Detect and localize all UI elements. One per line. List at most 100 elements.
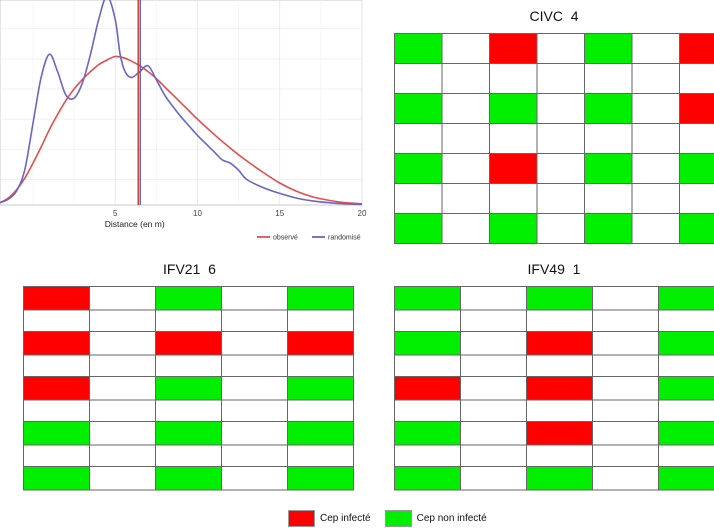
density-x-tick-label: 15 — [275, 209, 284, 218]
grid-cell-empty — [155, 354, 222, 377]
grid-cell-empty — [394, 309, 461, 332]
grid-cell-empty — [460, 286, 527, 311]
grid-cell-empty — [460, 421, 527, 446]
grid-cell-empty — [89, 376, 156, 401]
grid-cell-empty — [536, 93, 585, 124]
grid-cell-empty — [592, 331, 659, 356]
grid-cell-empty — [489, 63, 538, 94]
grid-cell-empty — [536, 123, 585, 154]
grid-cell-empty — [460, 376, 527, 401]
grid-cell-healthy — [394, 331, 461, 356]
grid-cell-empty — [441, 63, 490, 94]
density-chart: 5 10 15 20 Distance (en m) observé randomisé — [0, 0, 367, 242]
density-x-tick-label: 20 — [358, 209, 367, 218]
grid-cell-empty — [631, 153, 680, 184]
grid-cell-empty — [592, 399, 659, 422]
legend-swatch-healthy — [384, 509, 412, 527]
grid-cell-empty — [592, 286, 659, 311]
grid-cell-healthy — [394, 421, 461, 446]
grid-cell-infected — [526, 376, 593, 401]
grid-cell-empty — [679, 183, 714, 214]
grid-cell-healthy — [658, 331, 714, 356]
grid-cell-empty — [489, 123, 538, 154]
grid-cell-empty — [658, 399, 714, 422]
grid-cell-empty — [221, 376, 288, 401]
grid-cell-infected — [155, 331, 222, 356]
legend-item-healthy: Cep non infecté — [384, 509, 487, 527]
legend-label-healthy: Cep non infecté — [416, 512, 487, 524]
grid-cell-healthy — [394, 213, 443, 244]
grid-panel-ifv49: IFV49 1 — [394, 257, 714, 497]
density-x-tick-label: 5 — [113, 209, 118, 218]
grid-cell-empty — [441, 213, 490, 244]
grid-cell-empty — [287, 444, 354, 467]
grid-cell-healthy — [155, 376, 222, 401]
legend-item-infected: Cep infecté — [288, 509, 371, 527]
grid-cell-infected — [526, 331, 593, 356]
grid-cell-empty — [89, 399, 156, 422]
grid-cell-empty — [658, 309, 714, 332]
grid-cell-empty — [584, 63, 633, 94]
grid-cell-empty — [394, 354, 461, 377]
grid-cell-empty — [155, 399, 222, 422]
grid-cell-empty — [221, 421, 288, 446]
grid-cell-healthy — [658, 421, 714, 446]
grid-cell-empty — [526, 399, 593, 422]
grid-cell-empty — [23, 309, 90, 332]
grid-ifv49 — [394, 286, 714, 491]
grid-cell-empty — [592, 466, 659, 491]
grid-cell-empty — [526, 444, 593, 467]
grid-cell-empty — [155, 309, 222, 332]
grid-cell-infected — [679, 33, 714, 64]
grid-cell-empty — [221, 331, 288, 356]
grid-cell-healthy — [526, 466, 593, 491]
grid-cell-empty — [394, 123, 443, 154]
grid-cell-empty — [658, 444, 714, 467]
grid-cell-empty — [460, 444, 527, 467]
grid-ifv21 — [23, 286, 354, 491]
grid-cell-healthy — [658, 466, 714, 491]
grid-cell-empty — [89, 354, 156, 377]
grid-cell-healthy — [526, 286, 593, 311]
grid-title-civc: CIVC 4 — [529, 8, 579, 24]
grid-cell-empty — [89, 331, 156, 356]
grid-cell-healthy — [155, 286, 222, 311]
grid-cell-healthy — [23, 421, 90, 446]
grid-cell-empty — [536, 153, 585, 184]
grid-cell-empty — [441, 153, 490, 184]
grid-title-ifv21: IFV21 6 — [163, 261, 216, 277]
grid-cell-empty — [526, 354, 593, 377]
grid-cell-healthy — [489, 93, 538, 124]
grid-cell-empty — [89, 466, 156, 491]
grid-cell-empty — [441, 33, 490, 64]
grid-cell-empty — [221, 286, 288, 311]
grid-cell-empty — [460, 466, 527, 491]
grid-cell-empty — [221, 399, 288, 422]
grid-cell-empty — [460, 354, 527, 377]
grid-cell-infected — [23, 331, 90, 356]
grid-cell-empty — [89, 309, 156, 332]
grid-panel-ifv21: IFV21 6 — [23, 257, 356, 497]
grid-cell-healthy — [394, 286, 461, 311]
grid-cell-empty — [221, 466, 288, 491]
grid-cell-healthy — [658, 286, 714, 311]
grid-civc — [394, 33, 714, 244]
grid-cell-empty — [460, 309, 527, 332]
grid-cell-healthy — [394, 466, 461, 491]
grid-cell-empty — [89, 421, 156, 446]
grid-cell-empty — [23, 444, 90, 467]
density-legend-label-0: observé — [273, 235, 298, 242]
grid-cell-infected — [526, 421, 593, 446]
grid-cell-healthy — [584, 153, 633, 184]
grid-cell-infected — [394, 376, 461, 401]
density-legend: observé randomisé — [257, 235, 361, 242]
grid-cell-empty — [631, 33, 680, 64]
grid-cell-healthy — [658, 376, 714, 401]
grid-cell-empty — [631, 123, 680, 154]
grid-cell-empty — [592, 444, 659, 467]
grid-cell-empty — [394, 444, 461, 467]
grid-cell-empty — [394, 399, 461, 422]
grid-cell-empty — [441, 183, 490, 214]
grid-cell-healthy — [584, 33, 633, 64]
grid-cell-healthy — [287, 376, 354, 401]
